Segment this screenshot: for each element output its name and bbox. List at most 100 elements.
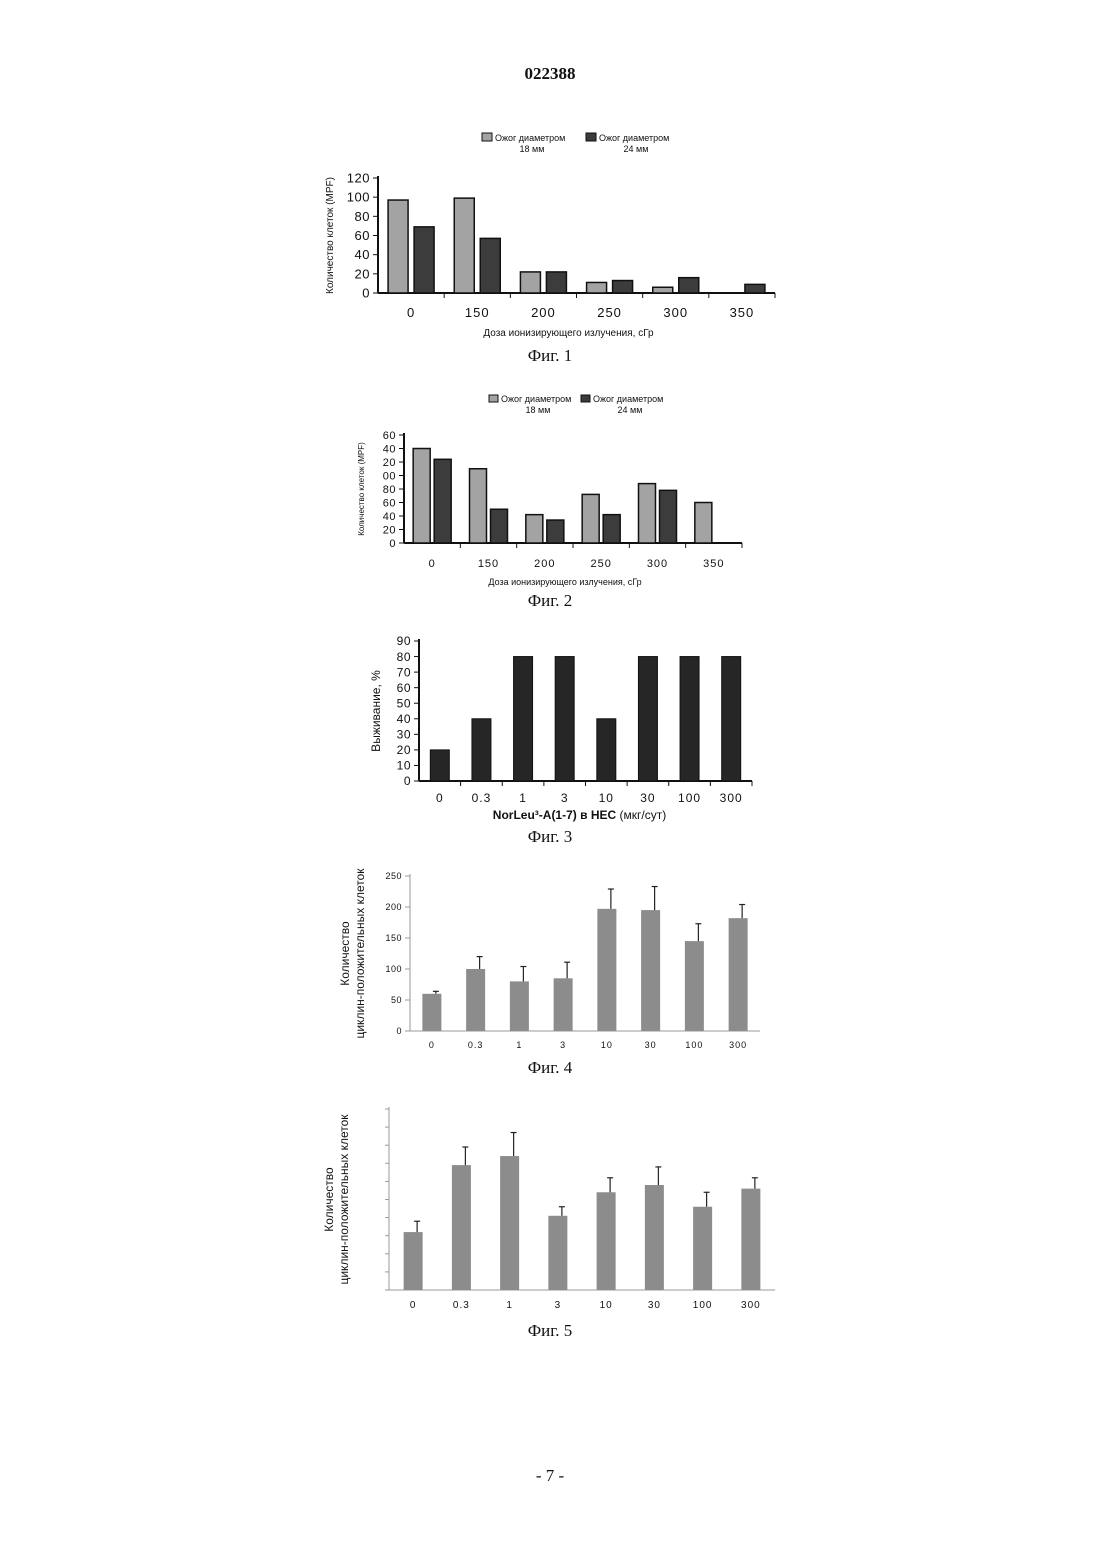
x-tick-label: 0.3 <box>453 1300 470 1311</box>
bar <box>548 1216 567 1290</box>
x-tick-label: 0 <box>407 305 415 320</box>
x-tick-label: 0 <box>436 791 444 805</box>
y-axis-title: Количество клеток (MPF) <box>325 177 336 294</box>
x-tick-label: 350 <box>703 558 724 570</box>
x-tick-label: 300 <box>729 1040 747 1050</box>
bar-series-2 <box>679 278 699 293</box>
bar <box>638 657 657 781</box>
bar-series-1 <box>388 200 408 293</box>
bar-series-1 <box>582 494 599 543</box>
x-tick-label: 250 <box>597 305 622 320</box>
bar <box>472 719 491 781</box>
x-tick-label: 100 <box>685 1040 703 1050</box>
y-tick-label: 0 <box>396 1026 402 1036</box>
y-tick-label: 200 <box>385 902 402 912</box>
x-tick-label: 300 <box>741 1300 761 1311</box>
bar <box>741 1189 760 1290</box>
bar <box>500 1156 519 1290</box>
bar <box>466 969 485 1031</box>
bar-series-2 <box>414 227 434 293</box>
bar <box>680 657 699 781</box>
legend-label: 24 мм <box>624 144 649 154</box>
legend-label: 18 мм <box>526 405 551 415</box>
x-tick-label: 150 <box>478 558 499 570</box>
figure-2-caption: Фиг. 2 <box>0 591 1100 611</box>
legend-label: Ожог диаметром <box>599 133 669 143</box>
bar <box>685 941 704 1031</box>
bar <box>597 909 616 1031</box>
y-tick-label: 40 <box>383 443 396 455</box>
legend-swatch <box>581 395 590 402</box>
bar <box>430 750 449 781</box>
figure-4-chart: 05010015020025000.3131030100300Количеств… <box>0 865 1100 1055</box>
y-tick-label: 60 <box>355 228 370 243</box>
y-axis-title-line2: циклин-положительных клеток <box>337 1114 351 1285</box>
y-tick-label: 60 <box>397 681 411 695</box>
bar <box>729 918 748 1031</box>
x-axis-title-unit: (мкг/сут) <box>616 808 666 822</box>
bar <box>404 1232 423 1290</box>
y-axis-title: Выживание, % <box>369 670 383 752</box>
legend-label: 18 мм <box>520 144 545 154</box>
x-axis-title: Доза ионизирующего излучения, сГр <box>483 328 654 339</box>
y-tick-label: 00 <box>383 470 396 482</box>
figure-1-caption: Фиг. 1 <box>0 346 1100 366</box>
y-tick-label: 10 <box>397 759 411 773</box>
x-tick-label: 30 <box>645 1040 657 1050</box>
figure-3-chart: 010203040506070809000.3131030100300Выжив… <box>0 630 1100 830</box>
bar-series-1 <box>653 287 673 293</box>
bar <box>641 910 660 1031</box>
y-tick-label: 60 <box>383 497 396 509</box>
bar-series-2 <box>613 281 633 293</box>
y-tick-label: 20 <box>383 457 396 469</box>
x-axis-title: Доза ионизирующего излучения, сГр <box>488 577 641 587</box>
bar-series-1 <box>587 282 607 293</box>
bar-series-1 <box>639 484 656 543</box>
y-tick-label: 70 <box>397 665 411 679</box>
x-tick-label: 300 <box>720 791 743 805</box>
figure-2-chart: 020406080002040600150200250300350Ожог ди… <box>0 385 1100 595</box>
y-axis-title: Количество клеток (MPF) <box>357 442 366 536</box>
y-tick-label: 80 <box>397 650 411 664</box>
x-axis-title-bold: NorLeu³-A(1-7) в HEC <box>493 808 617 822</box>
y-tick-label: 60 <box>383 430 396 442</box>
bar <box>452 1165 471 1290</box>
legend-swatch <box>586 133 596 141</box>
bar <box>597 1192 616 1290</box>
bar <box>554 978 573 1031</box>
bar-series-2 <box>745 284 765 293</box>
legend-label: Ожог диаметром <box>501 394 571 404</box>
y-tick-label: 40 <box>383 511 396 523</box>
bar <box>422 994 441 1031</box>
x-tick-label: 3 <box>555 1300 562 1311</box>
x-tick-label: 350 <box>730 305 755 320</box>
x-tick-label: 1 <box>516 1040 522 1050</box>
bar <box>555 657 574 781</box>
figure-4-caption: Фиг. 4 <box>0 1058 1100 1078</box>
bar <box>597 719 616 781</box>
x-tick-label: 3 <box>561 791 569 805</box>
y-tick-label: 80 <box>355 209 370 224</box>
legend-swatch <box>489 395 498 402</box>
bar <box>722 657 741 781</box>
bar <box>693 1207 712 1290</box>
y-tick-label: 30 <box>397 728 411 742</box>
figure-3-caption: Фиг. 3 <box>0 827 1100 847</box>
bar-series-2 <box>546 272 566 293</box>
x-tick-label: 100 <box>678 791 701 805</box>
x-tick-label: 10 <box>601 1040 613 1050</box>
y-tick-label: 100 <box>347 190 370 205</box>
x-tick-label: 10 <box>600 1300 613 1311</box>
bar-series-2 <box>660 490 677 543</box>
y-axis-title-line2: циклин-положительных клеток <box>353 868 367 1039</box>
y-tick-label: 50 <box>391 995 402 1005</box>
x-tick-label: 0 <box>429 558 436 570</box>
y-tick-label: 20 <box>397 743 411 757</box>
y-tick-label: 40 <box>397 712 411 726</box>
x-tick-label: 200 <box>534 558 555 570</box>
bar-series-2 <box>547 520 564 543</box>
y-tick-label: 50 <box>397 696 411 710</box>
bar-series-1 <box>413 449 430 544</box>
y-tick-label: 80 <box>383 484 396 496</box>
y-tick-label: 250 <box>385 871 402 881</box>
